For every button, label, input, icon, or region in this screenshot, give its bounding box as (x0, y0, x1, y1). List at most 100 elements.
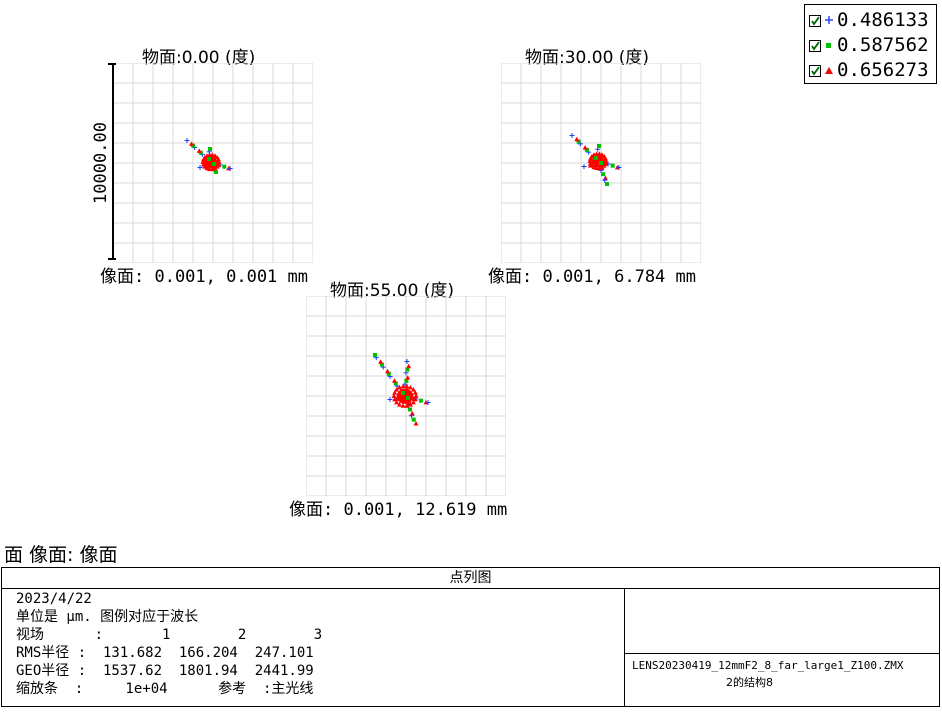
triangle-marker-icon (825, 67, 833, 74)
panel-title: 点列图 (2, 568, 939, 589)
spot-triangle (391, 378, 397, 383)
spot-triangle (216, 157, 222, 162)
spot-core (396, 388, 414, 404)
spot-triangle (400, 403, 406, 408)
spot-triangle (391, 393, 397, 398)
checkbox-icon[interactable] (809, 15, 821, 27)
spot-triangle (405, 375, 411, 380)
spot-triangle (404, 383, 410, 389)
spot-triangle (196, 148, 202, 153)
spot-diagram-field-1 (113, 63, 313, 263)
field-2-image-label: 像面: 0.001, 6.784 mm (488, 267, 696, 287)
spot-triangle (587, 158, 593, 163)
spot-triangle (394, 387, 400, 392)
spot-triangle (397, 384, 402, 390)
spot-square (594, 156, 598, 160)
spot-triangle (409, 410, 415, 416)
spot-triangle (413, 421, 419, 426)
spot-triangle (400, 383, 406, 389)
legend-item-3[interactable]: 0.656273 (809, 58, 935, 82)
spot-square (404, 378, 409, 383)
spot-triangle (412, 396, 418, 402)
spot-triangle (574, 136, 580, 142)
spot-square (379, 362, 384, 367)
spot-square (597, 144, 601, 148)
spot-square (212, 162, 216, 166)
spot-triangle (408, 384, 413, 390)
field-1-image-label: 像面: 0.001, 0.001 mm (100, 267, 308, 287)
spot-square (601, 172, 606, 177)
spot-square (408, 407, 412, 412)
plot-grid (113, 63, 313, 263)
spot-triangle (413, 393, 419, 398)
spot-triangle (200, 159, 206, 164)
scale-row: 缩放条 : 1e+04 参考 :主光线 (16, 681, 314, 697)
spot-square (208, 147, 212, 151)
legend: 0.486133 0.587562 0.656273 (804, 4, 937, 84)
spot-square (599, 161, 603, 165)
spot-square (207, 157, 211, 161)
spot-square (610, 163, 615, 168)
spot-triangle (385, 368, 391, 374)
spot-triangle (404, 403, 410, 408)
checkbox-icon[interactable] (809, 65, 821, 77)
scale-bar-cap-top (108, 63, 116, 65)
spot-triangle (582, 145, 588, 150)
legend-label: 0.656273 (837, 59, 929, 81)
spot-square (405, 367, 410, 372)
spot-pattern (569, 133, 622, 186)
spot-triangle (392, 396, 398, 402)
scale-bar (112, 63, 114, 260)
spot-triangle (406, 363, 412, 369)
spot-square (576, 139, 581, 144)
spot-triangle (410, 387, 416, 392)
legend-item-2[interactable]: 0.587562 (809, 33, 935, 57)
spot-triangle (412, 390, 418, 395)
scale-bar-label: 10000.00 (91, 122, 111, 204)
spot-square (406, 396, 410, 400)
spot-square (393, 381, 398, 386)
legend-label: 0.587562 (837, 34, 929, 56)
spot-square (401, 391, 405, 395)
plus-marker-icon (825, 16, 833, 24)
spot-pattern (373, 353, 431, 426)
spot-diagram-field-2 (501, 63, 701, 263)
date-text: 2023/4/22 (16, 591, 92, 607)
panel-divider (624, 589, 625, 706)
spot-triangle (189, 141, 195, 146)
units-text: 单位是 μm. 图例对应于波长 (16, 609, 199, 625)
spot-square (214, 170, 218, 174)
legend-label: 0.486133 (837, 9, 929, 31)
geo-radius-row: GEO半径 : 1537.62 1801.94 2441.99 (16, 663, 314, 679)
spot-square (411, 417, 416, 422)
spot-triangle (397, 402, 402, 407)
scale-bar-cap-bottom (108, 258, 116, 260)
checkbox-icon[interactable] (809, 40, 821, 52)
field-row: 视场 : 1 2 3 (16, 627, 323, 643)
rms-radius-row: RMS半径 : 131.682 166.204 247.101 (16, 645, 314, 661)
spot-pattern (184, 138, 233, 174)
spot-square (584, 147, 589, 152)
spot-square (222, 164, 227, 169)
info-panel: 点列图 2023/4/22 单位是 μm. 图例对应于波长 视场 : 1 2 3… (1, 567, 940, 707)
lens-file-name: LENS20230419_12mmF2_8_far_large1_Z100.ZM… (632, 659, 904, 672)
field-3-image-label: 像面: 0.001, 12.619 mm (289, 500, 508, 520)
spot-triangle (410, 399, 416, 405)
configuration-label: 2的结构8 (726, 676, 773, 689)
plot-grid (501, 63, 701, 263)
spot-triangle (408, 402, 413, 407)
spot-square (373, 353, 377, 357)
spot-triangle (392, 390, 398, 395)
panel-right-divider (625, 653, 939, 654)
spot-triangle (603, 156, 609, 161)
square-marker-icon (826, 43, 831, 48)
spot-square (419, 398, 423, 403)
spot-square (605, 182, 609, 186)
spot-triangle (602, 175, 608, 180)
spot-square (386, 371, 391, 376)
legend-item-1[interactable]: 0.486133 (809, 8, 935, 32)
spot-triangle (394, 399, 400, 405)
surface-label: 面 像面: 像面 (4, 544, 118, 566)
spot-diagram-field-3 (306, 296, 506, 496)
spot-triangle (378, 359, 384, 364)
